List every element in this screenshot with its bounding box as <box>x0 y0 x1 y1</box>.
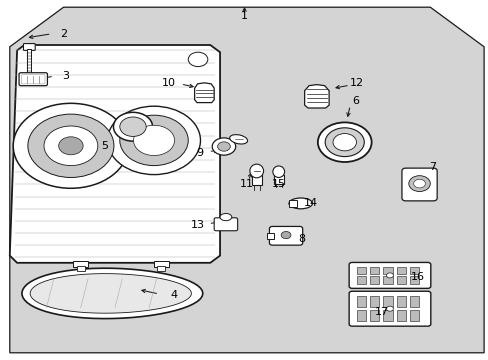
Text: 15: 15 <box>271 179 285 189</box>
Circle shape <box>120 117 146 136</box>
Circle shape <box>386 273 392 278</box>
Circle shape <box>408 176 429 192</box>
Circle shape <box>386 306 392 311</box>
Bar <box>154 261 168 267</box>
Circle shape <box>325 128 364 157</box>
Circle shape <box>188 52 207 67</box>
FancyBboxPatch shape <box>401 168 436 201</box>
Text: 3: 3 <box>62 71 69 81</box>
Text: 8: 8 <box>298 234 305 244</box>
Bar <box>409 267 418 274</box>
FancyBboxPatch shape <box>214 218 237 231</box>
Polygon shape <box>304 85 328 108</box>
Polygon shape <box>22 268 203 319</box>
Bar <box>73 261 88 267</box>
Bar <box>396 267 405 274</box>
FancyBboxPatch shape <box>23 44 35 50</box>
Text: 11: 11 <box>240 179 253 189</box>
Bar <box>369 276 379 284</box>
Ellipse shape <box>272 166 284 177</box>
Bar <box>396 310 405 321</box>
Circle shape <box>113 112 152 141</box>
Text: 9: 9 <box>196 148 203 158</box>
Circle shape <box>332 134 356 151</box>
Bar <box>157 266 165 271</box>
Bar <box>383 297 392 307</box>
Polygon shape <box>30 274 191 313</box>
Bar <box>409 276 418 284</box>
Bar <box>289 200 297 207</box>
Bar <box>383 310 392 321</box>
Circle shape <box>28 114 114 177</box>
Bar <box>356 297 366 307</box>
Polygon shape <box>10 7 483 353</box>
Text: 17: 17 <box>374 307 387 318</box>
Bar <box>409 310 418 321</box>
Text: 5: 5 <box>102 141 108 151</box>
FancyBboxPatch shape <box>348 291 430 326</box>
Bar <box>383 276 392 284</box>
Text: 16: 16 <box>410 272 424 282</box>
Text: 12: 12 <box>349 78 363 88</box>
Circle shape <box>281 231 290 239</box>
Text: 13: 13 <box>191 220 204 230</box>
Text: 4: 4 <box>170 290 177 300</box>
Circle shape <box>13 103 128 188</box>
Circle shape <box>413 179 425 188</box>
Bar <box>369 267 379 274</box>
Bar <box>369 310 379 321</box>
Circle shape <box>107 106 200 175</box>
Text: 10: 10 <box>162 78 175 88</box>
Circle shape <box>59 137 83 155</box>
Circle shape <box>212 138 235 155</box>
Bar <box>409 297 418 307</box>
Ellipse shape <box>220 213 231 221</box>
Circle shape <box>133 125 174 156</box>
Bar <box>396 297 405 307</box>
Circle shape <box>217 142 230 151</box>
Bar <box>356 310 366 321</box>
Polygon shape <box>194 83 214 103</box>
Bar <box>383 267 392 274</box>
Bar <box>77 266 84 271</box>
Circle shape <box>44 126 98 166</box>
FancyBboxPatch shape <box>269 226 302 245</box>
Circle shape <box>317 122 371 162</box>
Text: 1: 1 <box>241 11 247 21</box>
Text: 2: 2 <box>60 29 67 39</box>
Bar <box>369 297 379 307</box>
Text: 7: 7 <box>428 162 435 172</box>
Ellipse shape <box>288 198 312 209</box>
Text: 6: 6 <box>352 96 359 106</box>
Bar <box>356 276 366 284</box>
Bar <box>266 233 273 239</box>
Circle shape <box>120 115 188 166</box>
FancyBboxPatch shape <box>348 262 430 288</box>
Bar <box>251 175 261 185</box>
Bar <box>356 267 366 274</box>
Polygon shape <box>10 45 220 263</box>
Bar <box>27 49 31 73</box>
Bar <box>396 276 405 284</box>
Text: 14: 14 <box>303 198 317 208</box>
Bar <box>273 175 283 184</box>
Ellipse shape <box>229 135 247 144</box>
FancyBboxPatch shape <box>19 73 47 86</box>
Ellipse shape <box>249 164 263 178</box>
